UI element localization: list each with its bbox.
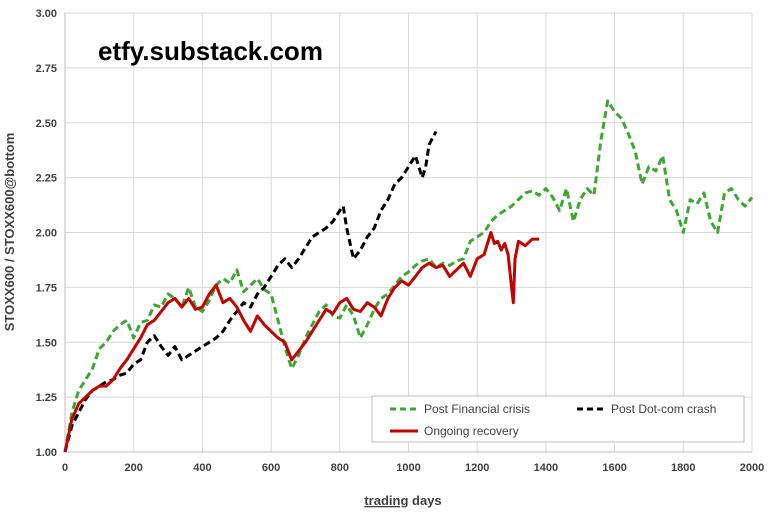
watermark-text: etfy.substack.com <box>98 36 323 66</box>
x-tick-label: 200 <box>125 462 143 474</box>
legend-box <box>371 395 745 443</box>
x-tick-label: 1000 <box>396 462 420 474</box>
x-tick-label: 1600 <box>602 462 626 474</box>
x-tick-label: 2000 <box>740 462 764 474</box>
y-tick-label: 2.50 <box>36 118 57 130</box>
x-tick-label: 600 <box>262 462 280 474</box>
legend-label-post-dotcom-crash: Post Dot-com crash <box>611 402 716 416</box>
x-tick-label: 1200 <box>465 462 489 474</box>
y-tick-label: 1.25 <box>36 392 57 404</box>
x-axis-title-underlined: trading <box>364 493 408 508</box>
y-tick-label: 2.00 <box>36 228 57 240</box>
x-tick-label: 1400 <box>534 462 558 474</box>
x-tick-label: 0 <box>62 462 68 474</box>
y-tick-label: 2.75 <box>36 63 57 75</box>
x-tick-label: 400 <box>193 462 211 474</box>
y-tick-label: 3.00 <box>36 8 57 20</box>
y-tick-label: 1.50 <box>36 337 57 349</box>
x-axis-title-rest: days <box>408 493 441 508</box>
x-axis-title: trading days <box>364 493 441 508</box>
legend: Post Financial crisis Post Dot-com crash… <box>371 395 745 443</box>
gridlines <box>65 12 753 452</box>
axes <box>64 13 752 453</box>
series-lines <box>63 99 754 453</box>
tick-labels: 1.00 1.25 1.50 1.75 2.00 2.25 2.50 2.75 3.00 0 200… <box>36 8 765 474</box>
legend-label-ongoing-recovery: Ongoing recovery <box>424 424 519 438</box>
y-tick-label: 2.25 <box>36 173 57 185</box>
series-line-post-dot-com-crash <box>63 130 438 453</box>
x-tick-label: 1800 <box>671 462 695 474</box>
legend-label-post-financial-crisis: Post Financial crisis <box>424 402 530 416</box>
y-tick-label: 1.75 <box>36 282 57 294</box>
series-line-ongoing-recovery <box>63 231 539 453</box>
y-tick-label: 1.00 <box>36 447 57 459</box>
x-tick-label: 800 <box>331 462 349 474</box>
y-axis-title: STOXX600 / STOXX600@bottom <box>2 133 17 332</box>
